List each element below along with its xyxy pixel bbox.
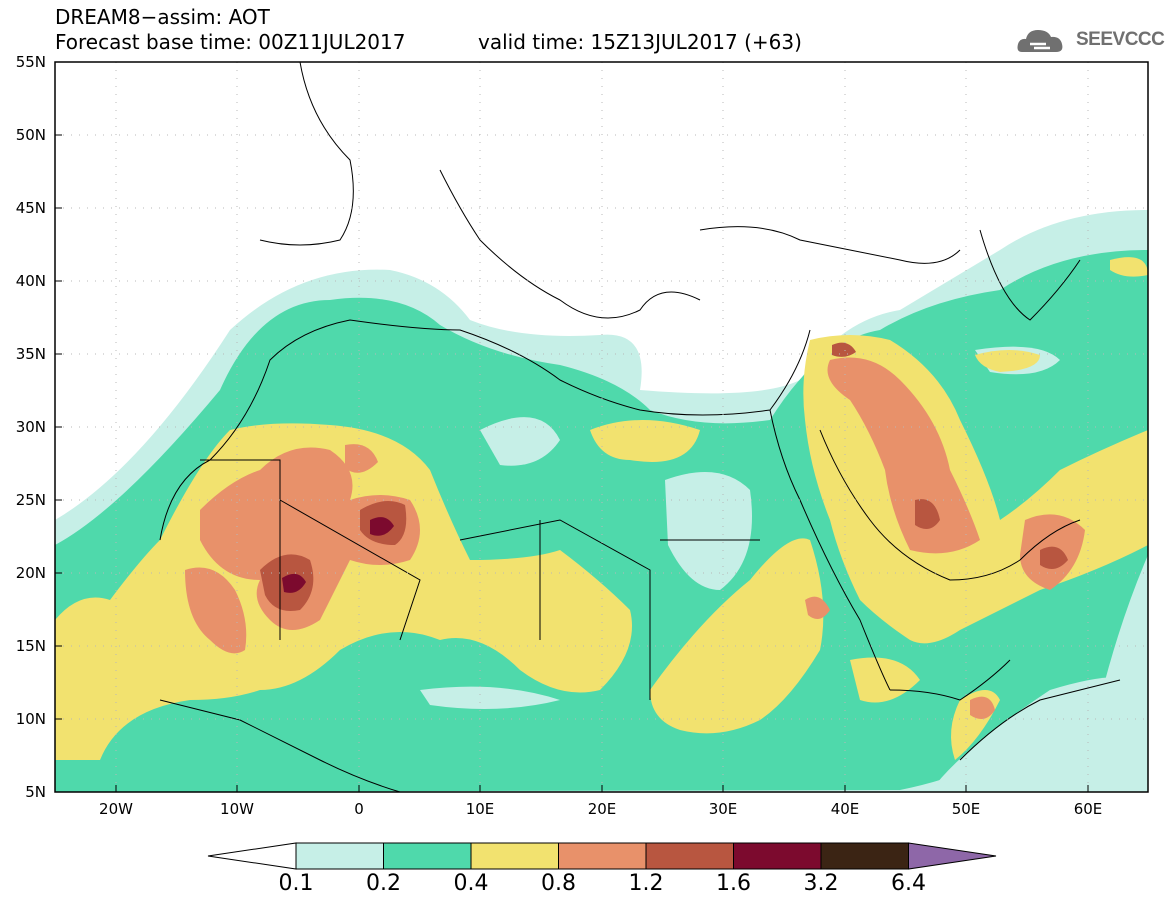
valid-time: valid time: 15Z13JUL2017 (+63) [478,30,802,54]
cloud-logo-icon [1017,30,1063,52]
colorbar-bin-0 [295,842,384,870]
coastlines [159,62,1121,792]
map-title: DREAM8−assim: AOT [55,5,270,29]
colorbar-bin-5 [733,842,822,870]
colorbar-level-label: 1.6 [716,871,751,896]
forecast-base-time: Forecast base time: 00Z11JUL2017 [55,30,406,54]
lon-label: 20E [587,800,617,818]
lat-label: 35N [15,345,46,363]
lon-label: 60E [1073,800,1103,818]
colorbar-over-triangle [908,842,997,870]
lat-label: 55N [15,53,46,71]
colorbar-level-label: 0.2 [366,871,401,896]
colorbar-bin-1 [383,842,472,870]
axis-ticks [55,134,1089,792]
lat-label: 10N [15,710,46,728]
colorbar-bin-4 [645,842,734,870]
lat-label: 15N [15,637,46,655]
colorbar [207,842,997,870]
lat-label: 25N [15,491,46,509]
lat-label: 40N [15,272,46,290]
lon-label: 50E [951,800,981,818]
colorbar-under-triangle [207,842,297,870]
colorbar-bin-2 [470,842,559,870]
lon-label: 0 [354,800,364,818]
colorbar-bin-3 [558,842,647,870]
lon-label: 40E [830,800,860,818]
gridlines [55,62,1148,792]
colorbar-bin-6 [820,842,909,870]
lat-label: 30N [15,418,46,436]
logo-text: SEEVCCC [1076,29,1165,50]
lon-label: 30E [708,800,738,818]
lon-label: 20W [99,800,133,818]
map-frame [54,61,1149,793]
lat-label: 20N [15,564,46,582]
lon-label: 10E [465,800,495,818]
colorbar-level-label: 0.1 [278,871,314,896]
lon-label: 10W [220,800,254,818]
lat-label: 45N [15,199,46,217]
colorbar-level-label: 1.2 [628,871,664,896]
colorbar-level-label: 0.8 [541,871,576,896]
colorbar-level-label: 6.4 [891,871,926,896]
aot-contours [55,210,1148,792]
lat-label: 5N [25,783,46,801]
colorbar-level-label: 3.2 [803,871,839,896]
lat-label: 50N [15,126,46,144]
colorbar-level-label: 0.4 [453,871,489,896]
